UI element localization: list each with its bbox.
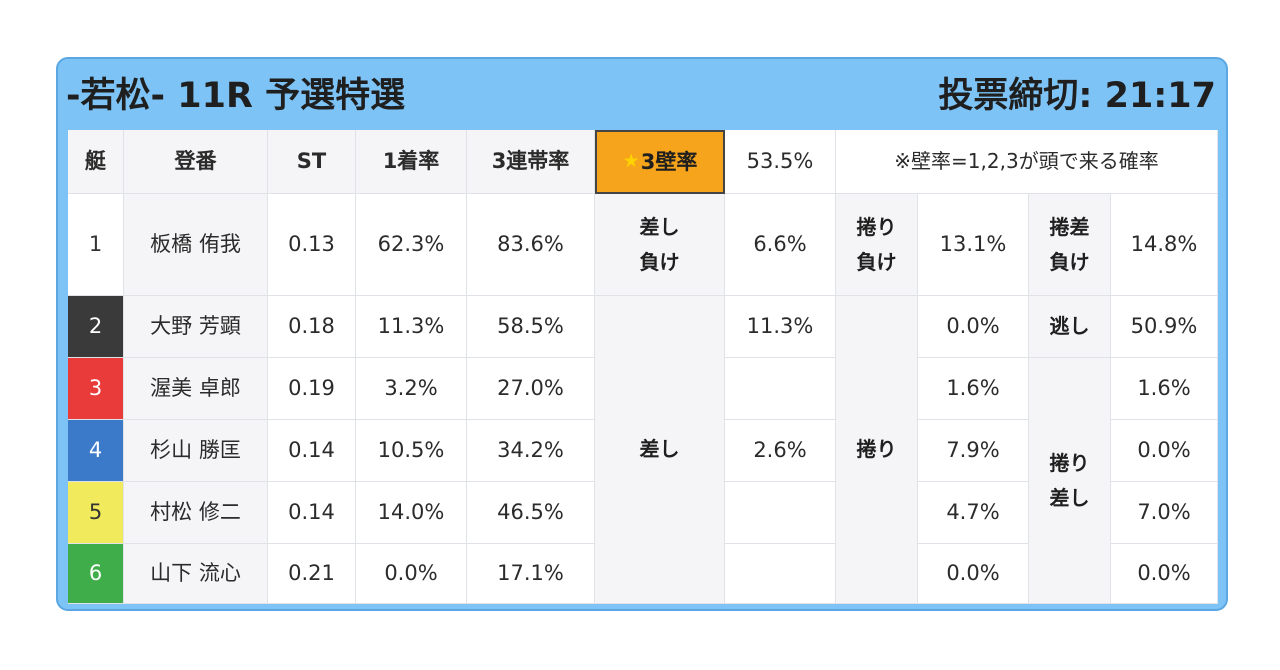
nige-label: 逃し [1029,296,1111,358]
makuri-value-4: 7.9% [918,420,1029,482]
lane-number-1: 1 [68,194,124,296]
sashi-label: 差し [595,296,725,604]
header-lane: 艇 [68,130,124,194]
row-6-first: 0.0% [356,544,467,604]
header-wall-rate: ★ 3壁率 [595,130,725,194]
makuri-value-5: 4.7% [918,482,1029,544]
lane-number-2: 2 [68,296,124,358]
star-icon: ★ [622,150,640,173]
nige-value: 50.9% [1111,296,1218,358]
stats-table: 艇 登番 ST 1着率 3連帯率 ★ 3壁率 53.5% ※壁率=1,2,3が頭で… [68,130,1218,604]
sashi-value-4: 2.6% [725,420,836,482]
sashi-value-3 [725,358,836,420]
row-2-first: 11.3% [356,296,467,358]
sashi-value-6 [725,544,836,604]
makuri-value-2: 0.0% [918,296,1029,358]
sashi-value-2: 11.3% [725,296,836,358]
row-1-top3: 83.6% [467,194,595,296]
wall-rate-value: 53.5% [725,130,836,194]
row-4-name: 杉山 勝匡 [124,420,268,482]
sashi-make-label: 差し 負け [595,194,725,296]
header-top3-rate: 3連帯率 [467,130,595,194]
row-5-st: 0.14 [268,482,356,544]
row-1-first: 62.3% [356,194,467,296]
row-4-top3: 34.2% [467,420,595,482]
makurisashi-value-5: 7.0% [1111,482,1218,544]
row-1-st: 0.13 [268,194,356,296]
makuri-make-label: 捲り 負け [836,194,918,296]
sashi-make-value: 6.6% [725,194,836,296]
race-title: -若松- 11R 予選特選 [66,76,406,116]
makuri-value-6: 0.0% [918,544,1029,604]
race-card: -若松- 11R 予選特選 投票締切: 21:17 艇 登番 ST 1着率 3連… [56,57,1228,611]
row-2-st: 0.18 [268,296,356,358]
lane-number-5: 5 [68,482,124,544]
makurisashi-make-label: 捲差 負け [1029,194,1111,296]
header-first-rate: 1着率 [356,130,467,194]
row-6-st: 0.21 [268,544,356,604]
makurisashi-value-6: 0.0% [1111,544,1218,604]
header-wall-label: 3壁率 [640,149,698,174]
lane-number-4: 4 [68,420,124,482]
header-name: 登番 [124,130,268,194]
row-2-name: 大野 芳顕 [124,296,268,358]
row-1-name: 板橋 侑我 [124,194,268,296]
makurisashi-label: 捲り 差し [1029,358,1111,604]
row-4-first: 10.5% [356,420,467,482]
row-2-top3: 58.5% [467,296,595,358]
makuri-make-value: 13.1% [918,194,1029,296]
lane-number-6: 6 [68,544,124,604]
makuri-label: 捲り [836,296,918,604]
row-5-top3: 46.5% [467,482,595,544]
row-6-name: 山下 流心 [124,544,268,604]
row-6-top3: 17.1% [467,544,595,604]
header-st: ST [268,130,356,194]
row-3-st: 0.19 [268,358,356,420]
makurisashi-value-4: 0.0% [1111,420,1218,482]
makurisashi-make-value: 14.8% [1111,194,1218,296]
row-5-name: 村松 修二 [124,482,268,544]
wall-rate-note: ※壁率=1,2,3が頭で来る確率 [836,130,1218,194]
makurisashi-value-3: 1.6% [1111,358,1218,420]
row-5-first: 14.0% [356,482,467,544]
sashi-value-5 [725,482,836,544]
lane-number-3: 3 [68,358,124,420]
row-3-top3: 27.0% [467,358,595,420]
vote-deadline: 投票締切: 21:17 [938,76,1216,116]
row-3-name: 渥美 卓郎 [124,358,268,420]
row-3-first: 3.2% [356,358,467,420]
row-4-st: 0.14 [268,420,356,482]
makuri-value-3: 1.6% [918,358,1029,420]
